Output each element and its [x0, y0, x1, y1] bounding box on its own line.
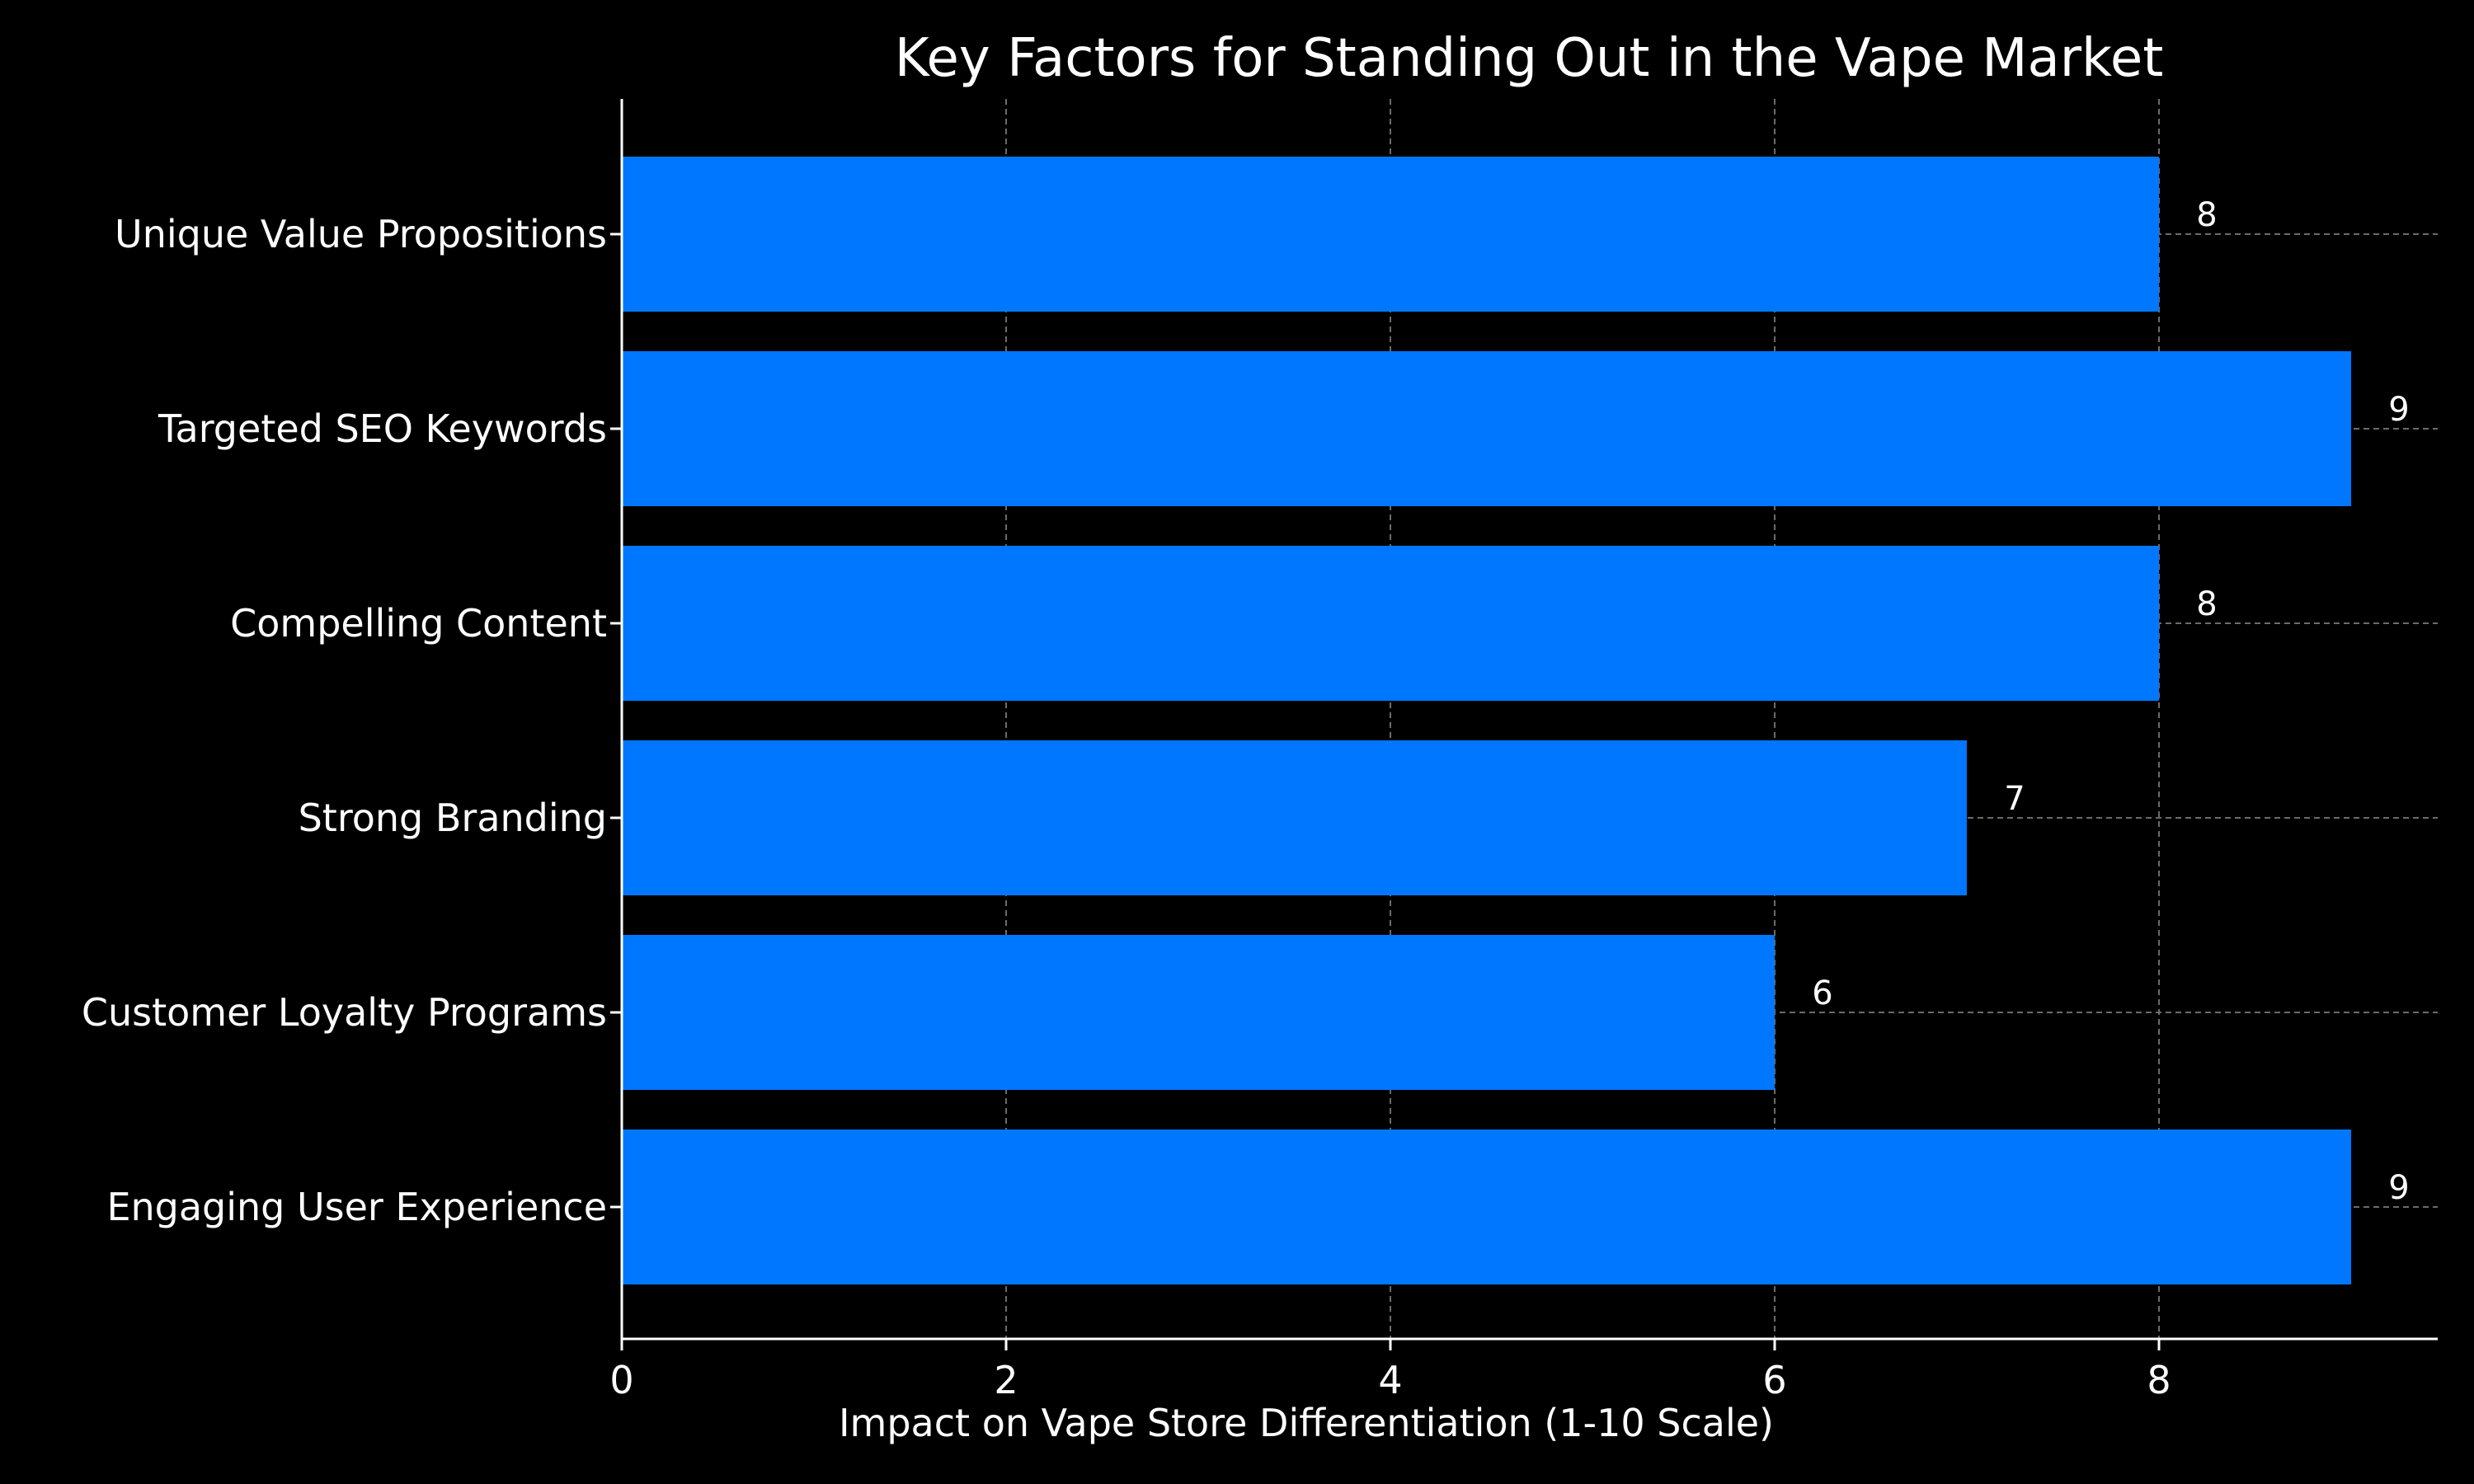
y-tick-label-4: Customer Loyalty Programs [82, 990, 607, 1035]
data-label-4: 6 [1812, 974, 1832, 1012]
data-label-0: 8 [2196, 196, 2217, 234]
x-axis-label: Impact on Vape Store Differentiation (1-… [839, 1401, 1774, 1445]
axes-group [610, 99, 2438, 1350]
x-tick-label-1: 2 [994, 1358, 1018, 1402]
bar-5 [622, 1129, 2351, 1284]
y-tick-label-0: Unique Value Propositions [115, 212, 607, 256]
labels-group: Unique Value Propositions 8 Targeted SEO K… [82, 196, 2410, 1402]
bar-4 [622, 935, 1775, 1090]
bar-1 [622, 351, 2351, 506]
y-tick-label-5: Engaging User Experience [106, 1185, 607, 1229]
data-label-3: 7 [2004, 780, 2025, 818]
data-label-2: 8 [2196, 585, 2217, 623]
bar-2 [622, 546, 2159, 701]
bar-3 [622, 740, 1967, 895]
x-tick-label-3: 6 [1762, 1358, 1786, 1402]
y-tick-label-1: Targeted SEO Keywords [158, 406, 607, 451]
chart-title: Key Factors for Standing Out in the Vape… [895, 28, 2164, 89]
y-tick-label-3: Strong Branding [299, 796, 607, 840]
x-tick-label-4: 8 [2147, 1358, 2171, 1402]
bars-group [622, 157, 2351, 1284]
y-tick-label-2: Compelling Content [230, 601, 607, 646]
data-label-5: 9 [2388, 1169, 2409, 1207]
data-label-1: 9 [2388, 391, 2409, 429]
x-tick-label-0: 0 [609, 1358, 633, 1402]
bar-0 [622, 157, 2159, 312]
x-tick-label-2: 4 [1378, 1358, 1402, 1402]
